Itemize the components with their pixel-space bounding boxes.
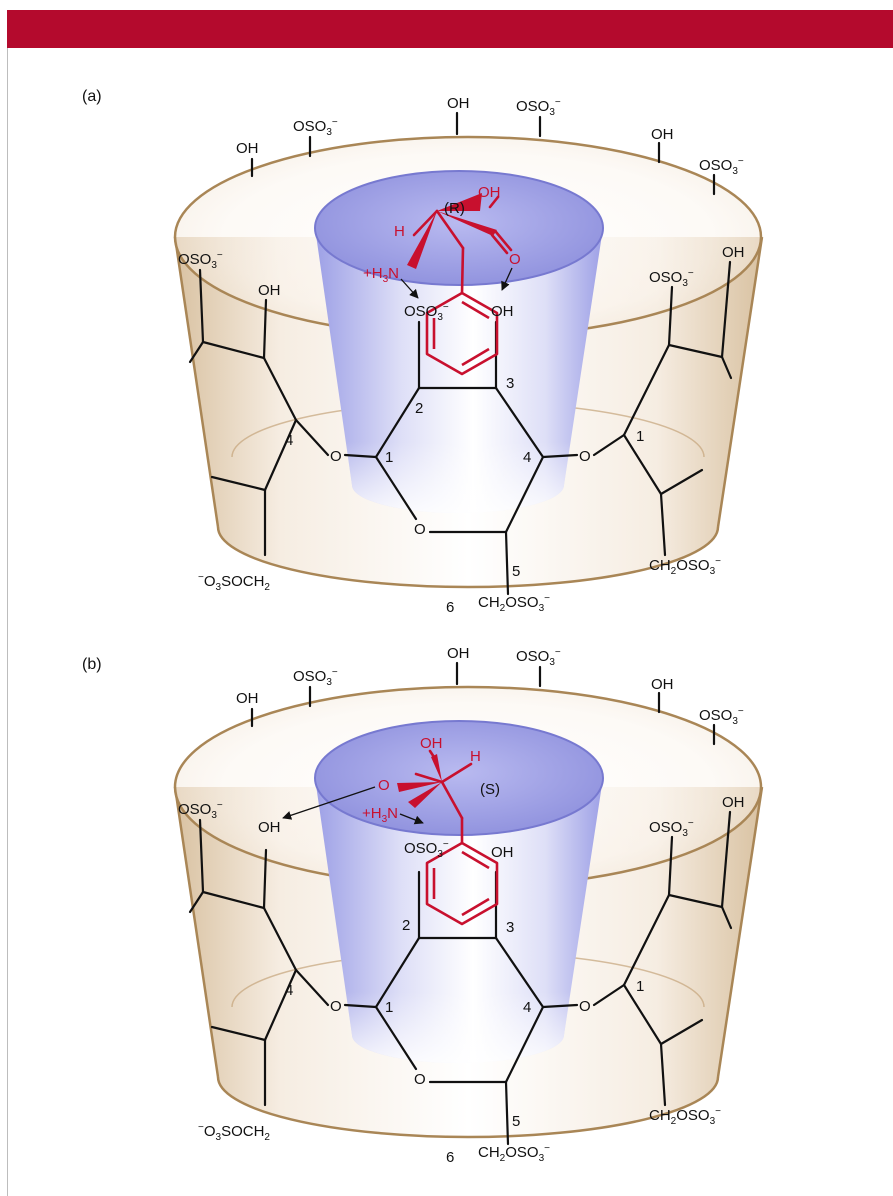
rim-oh-label: OH bbox=[447, 95, 470, 112]
bottom-right-label: CH2OSO3− bbox=[649, 1106, 721, 1127]
glycosidic-oxygen: O bbox=[579, 448, 591, 465]
side-oh-label: OH bbox=[722, 244, 745, 261]
ring-number: 5 bbox=[512, 1113, 520, 1130]
chirality-label: (S) bbox=[480, 781, 500, 798]
bottom-center-label: CH2OSO3− bbox=[478, 593, 550, 614]
figure-frame bbox=[7, 48, 893, 1196]
inner-oh-label: OH bbox=[491, 844, 514, 861]
rim-oso3-label: OSO3− bbox=[516, 97, 561, 118]
glycosidic-oxygen: O bbox=[330, 448, 342, 465]
header-bar bbox=[7, 10, 893, 48]
ring-number: 6 bbox=[446, 599, 454, 616]
side-oh-label: OH bbox=[722, 794, 745, 811]
side-oso3-label: OSO3− bbox=[649, 268, 694, 289]
ammonium-label: +H3N bbox=[362, 805, 398, 825]
ring-number: 4 bbox=[285, 432, 293, 449]
rim-oso3-label: OSO3− bbox=[293, 667, 338, 688]
rim-oh-label: OH bbox=[236, 690, 259, 707]
ring-number: 2 bbox=[415, 400, 423, 417]
ring-oxygen: O bbox=[414, 1071, 426, 1088]
side-oso3-label: OSO3− bbox=[649, 818, 694, 839]
alpha-h-label: H bbox=[394, 223, 405, 240]
ring-oxygen: O bbox=[414, 521, 426, 538]
glycosidic-oxygen: O bbox=[330, 998, 342, 1015]
ring-number: 3 bbox=[506, 919, 514, 936]
inner-oso3-label: OSO3− bbox=[404, 839, 449, 860]
inner-oso3-label: OSO3− bbox=[404, 302, 449, 323]
ring-number: 4 bbox=[285, 982, 293, 999]
rim-oso3-label: OSO3− bbox=[516, 647, 561, 668]
rim-oh-label: OH bbox=[447, 645, 470, 662]
ring-number: 4 bbox=[523, 999, 531, 1016]
guest-molecule-r: OH H O +H3N bbox=[363, 184, 521, 376]
ring-number: 3 bbox=[506, 375, 514, 392]
panel-a: (a) OH H O +H3N (R) OH OSO3 bbox=[82, 88, 764, 616]
carbonyl-o-label: O bbox=[509, 251, 521, 268]
side-oso3-label: OSO3− bbox=[178, 250, 223, 271]
rim-oso3-label: OSO3− bbox=[699, 156, 744, 177]
ring-number: 1 bbox=[385, 999, 393, 1016]
ring-number: 2 bbox=[402, 917, 410, 934]
panel-label: (b) bbox=[82, 656, 102, 673]
inner-oh-label: OH bbox=[491, 303, 514, 320]
alpha-h-label: H bbox=[470, 748, 481, 765]
ring-number: 1 bbox=[636, 978, 644, 995]
ring-number: 4 bbox=[523, 449, 531, 466]
bottom-left-label: −O3SOCH2 bbox=[198, 1122, 270, 1143]
ring-number: 6 bbox=[446, 1149, 454, 1166]
carbonyl-o-label: O bbox=[378, 777, 390, 794]
ring-number: 5 bbox=[512, 563, 520, 580]
side-oso3-label: OSO3− bbox=[178, 800, 223, 821]
ammonium-label: +H3N bbox=[363, 265, 399, 285]
bottom-right-label: CH2OSO3− bbox=[649, 556, 721, 577]
rim-oso3-label: OSO3− bbox=[293, 117, 338, 138]
rim-oso3-label: OSO3− bbox=[699, 706, 744, 727]
side-oh-label: OH bbox=[258, 282, 281, 299]
side-oh-label: OH bbox=[258, 819, 281, 836]
panel-label: (a) bbox=[82, 88, 102, 105]
chirality-label: (R) bbox=[444, 200, 465, 217]
bottom-left-label: −O3SOCH2 bbox=[198, 572, 270, 593]
rim-oh-label: OH bbox=[651, 676, 674, 693]
glycosidic-oxygen: O bbox=[579, 998, 591, 1015]
bottom-center-label: CH2OSO3− bbox=[478, 1143, 550, 1164]
ring-number: 1 bbox=[636, 428, 644, 445]
carboxyl-oh-label: OH bbox=[478, 184, 501, 201]
guest-molecule-s: OH H O +H3N bbox=[362, 735, 499, 926]
ring-number: 1 bbox=[385, 449, 393, 466]
panel-b: (b) OH H O +H3N (S) OH OSO3− OSO bbox=[82, 645, 764, 1166]
rim-oh-label: OH bbox=[236, 140, 259, 157]
carboxyl-oh-label: OH bbox=[420, 735, 443, 752]
rim-oh-label: OH bbox=[651, 126, 674, 143]
